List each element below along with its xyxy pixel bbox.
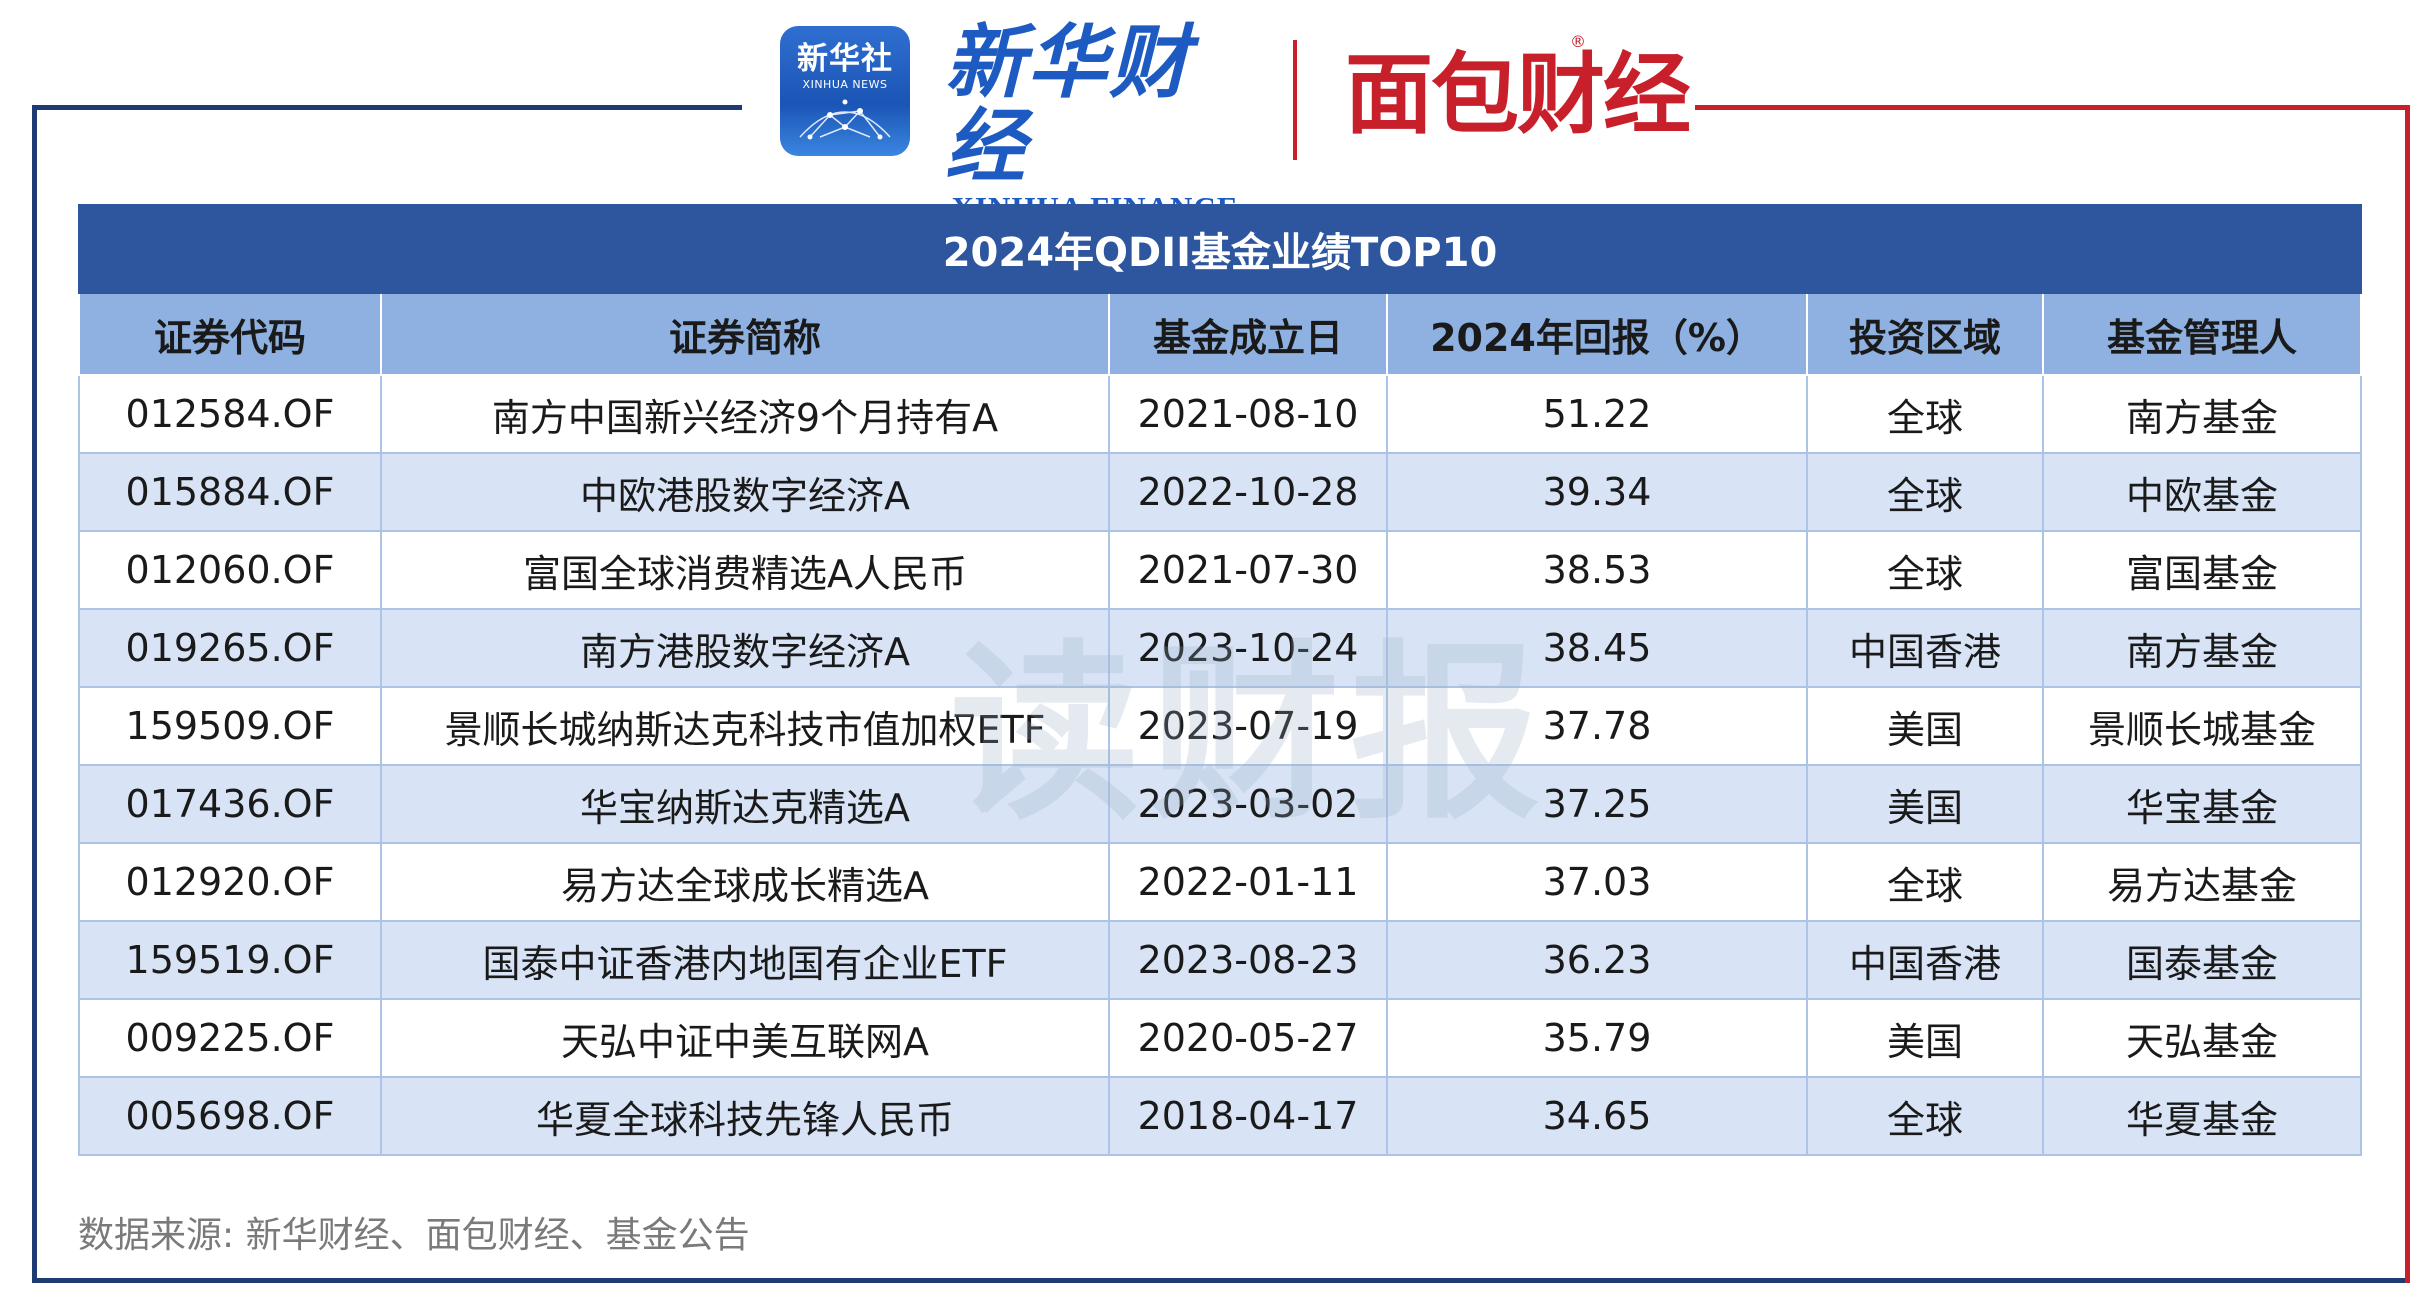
cell-date: 2022-10-28: [1108, 452, 1388, 532]
table-row: 012920.OF 易方达全球成长精选A 2022-01-11 37.03 全球…: [78, 842, 2363, 922]
cell-manager: 南方基金: [2041, 608, 2363, 688]
frame-bottom-line: [32, 1278, 2410, 1283]
registered-mark: ®: [1570, 32, 1586, 51]
cell-name: 景顺长城纳斯达克科技市值加权ETF: [380, 686, 1110, 766]
cell-return: 38.45: [1386, 608, 1808, 688]
cell-manager: 国泰基金: [2041, 920, 2363, 1000]
qdii-performance-table: 2024年QDII基金业绩TOP10 证券代码 证券简称 基金成立日 2024年…: [77, 204, 2363, 1156]
cell-name: 国泰中证香港内地国有企业ETF: [380, 920, 1110, 1000]
cell-manager: 中欧基金: [2041, 452, 2363, 532]
cell-name: 易方达全球成长精选A: [380, 842, 1110, 922]
cell-manager: 华宝基金: [2041, 764, 2363, 844]
cell-return: 37.25: [1386, 764, 1808, 844]
xinhua-finance-cn-text: 新华财经: [945, 15, 1191, 193]
header-security-name: 证券简称: [380, 292, 1110, 376]
cell-manager: 易方达基金: [2041, 842, 2363, 922]
xinhua-badge-main-text: 新华社: [797, 41, 893, 77]
cell-code: 012584.OF: [78, 374, 382, 454]
cell-region: 全球: [1806, 842, 2044, 922]
cell-date: 2021-07-30: [1108, 530, 1388, 610]
table-title-row: 2024年QDII基金业绩TOP10: [77, 204, 2363, 294]
cell-date: 2021-08-10: [1108, 374, 1388, 454]
cell-return: 38.53: [1386, 530, 1808, 610]
cell-return: 36.23: [1386, 920, 1808, 1000]
cell-manager: 华夏基金: [2041, 1076, 2363, 1156]
cell-code: 005698.OF: [78, 1076, 382, 1156]
cell-code: 159509.OF: [78, 686, 382, 766]
cell-name: 南方中国新兴经济9个月持有A: [380, 374, 1110, 454]
header-security-code: 证券代码: [78, 292, 382, 376]
cell-region: 中国香港: [1806, 920, 2044, 1000]
header-fund-manager: 基金管理人: [2041, 292, 2363, 376]
frame-top-right-line: [1695, 105, 2410, 110]
cell-manager: 景顺长城基金: [2041, 686, 2363, 766]
table-row: 009225.OF 天弘中证中美互联网A 2020-05-27 35.79 美国…: [78, 998, 2363, 1078]
cell-code: 012920.OF: [78, 842, 382, 922]
cell-code: 012060.OF: [78, 530, 382, 610]
frame-top-left-line: [32, 105, 742, 110]
table-row: 005698.OF 华夏全球科技先锋人民币 2018-04-17 34.65 全…: [78, 1076, 2363, 1156]
cell-return: 37.03: [1386, 842, 1808, 922]
header-inception-date: 基金成立日: [1108, 292, 1388, 376]
cell-date: 2018-04-17: [1108, 1076, 1388, 1156]
cell-region: 中国香港: [1806, 608, 2044, 688]
cell-name: 南方港股数字经济A: [380, 608, 1110, 688]
cell-date: 2023-07-19: [1108, 686, 1388, 766]
network-globe-icon: [799, 99, 891, 140]
table-row: 017436.OF 华宝纳斯达克精选A 2023-03-02 37.25 美国 …: [78, 764, 2363, 844]
table-row: 019265.OF 南方港股数字经济A 2023-10-24 38.45 中国香…: [78, 608, 2363, 688]
cell-name: 富国全球消费精选A人民币: [380, 530, 1110, 610]
table-header-row: 证券代码 证券简称 基金成立日 2024年回报（%） 投资区域 基金管理人: [78, 292, 2363, 376]
qdii-table-container: 2024年QDII基金业绩TOP10 证券代码 证券简称 基金成立日 2024年…: [77, 204, 2363, 1156]
cell-region: 美国: [1806, 764, 2044, 844]
cell-return: 37.78: [1386, 686, 1808, 766]
cell-date: 2023-08-23: [1108, 920, 1388, 1000]
cell-name: 华夏全球科技先锋人民币: [380, 1076, 1110, 1156]
table-row: 012060.OF 富国全球消费精选A人民币 2021-07-30 38.53 …: [78, 530, 2363, 610]
cell-name: 中欧港股数字经济A: [380, 452, 1110, 532]
table-title: 2024年QDII基金业绩TOP10: [77, 204, 2363, 294]
frame-left-line: [32, 105, 37, 1283]
cell-manager: 天弘基金: [2041, 998, 2363, 1078]
cell-manager: 南方基金: [2041, 374, 2363, 454]
header-investment-region: 投资区域: [1806, 292, 2044, 376]
cell-code: 015884.OF: [78, 452, 382, 532]
cell-name: 华宝纳斯达克精选A: [380, 764, 1110, 844]
source-note: 数据来源: 新华财经、面包财经、基金公告: [78, 1215, 750, 1256]
mianbao-finance-logo: 面包财经: [1345, 43, 1691, 146]
cell-return: 34.65: [1386, 1076, 1808, 1156]
cell-region: 全球: [1806, 374, 2044, 454]
logo-divider: [1293, 40, 1297, 160]
cell-date: 2023-03-02: [1108, 764, 1388, 844]
cell-region: 全球: [1806, 452, 2044, 532]
xinhua-finance-logo: 新华财经 XINHUA FINANCE: [945, 20, 1245, 225]
cell-region: 美国: [1806, 998, 2044, 1078]
table-row: 012584.OF 南方中国新兴经济9个月持有A 2021-08-10 51.2…: [78, 374, 2363, 454]
xinhua-news-logo: 新华社 XINHUA NEWS: [780, 26, 910, 156]
xinhua-badge-sub-text: XINHUA NEWS: [802, 78, 888, 92]
cell-region: 全球: [1806, 1076, 2044, 1156]
cell-region: 全球: [1806, 530, 2044, 610]
cell-region: 美国: [1806, 686, 2044, 766]
cell-return: 39.34: [1386, 452, 1808, 532]
cell-date: 2023-10-24: [1108, 608, 1388, 688]
cell-return: 51.22: [1386, 374, 1808, 454]
header-return-2024: 2024年回报（%）: [1386, 292, 1808, 376]
cell-code: 009225.OF: [78, 998, 382, 1078]
cell-code: 019265.OF: [78, 608, 382, 688]
table-row: 159509.OF 景顺长城纳斯达克科技市值加权ETF 2023-07-19 3…: [78, 686, 2363, 766]
table-row: 015884.OF 中欧港股数字经济A 2022-10-28 39.34 全球 …: [78, 452, 2363, 532]
table-row: 159519.OF 国泰中证香港内地国有企业ETF 2023-08-23 36.…: [78, 920, 2363, 1000]
cell-code: 159519.OF: [78, 920, 382, 1000]
cell-return: 35.79: [1386, 998, 1808, 1078]
cell-date: 2022-01-11: [1108, 842, 1388, 922]
cell-manager: 富国基金: [2041, 530, 2363, 610]
cell-date: 2020-05-27: [1108, 998, 1388, 1078]
cell-name: 天弘中证中美互联网A: [380, 998, 1110, 1078]
frame-right-line: [2405, 105, 2410, 1283]
cell-code: 017436.OF: [78, 764, 382, 844]
